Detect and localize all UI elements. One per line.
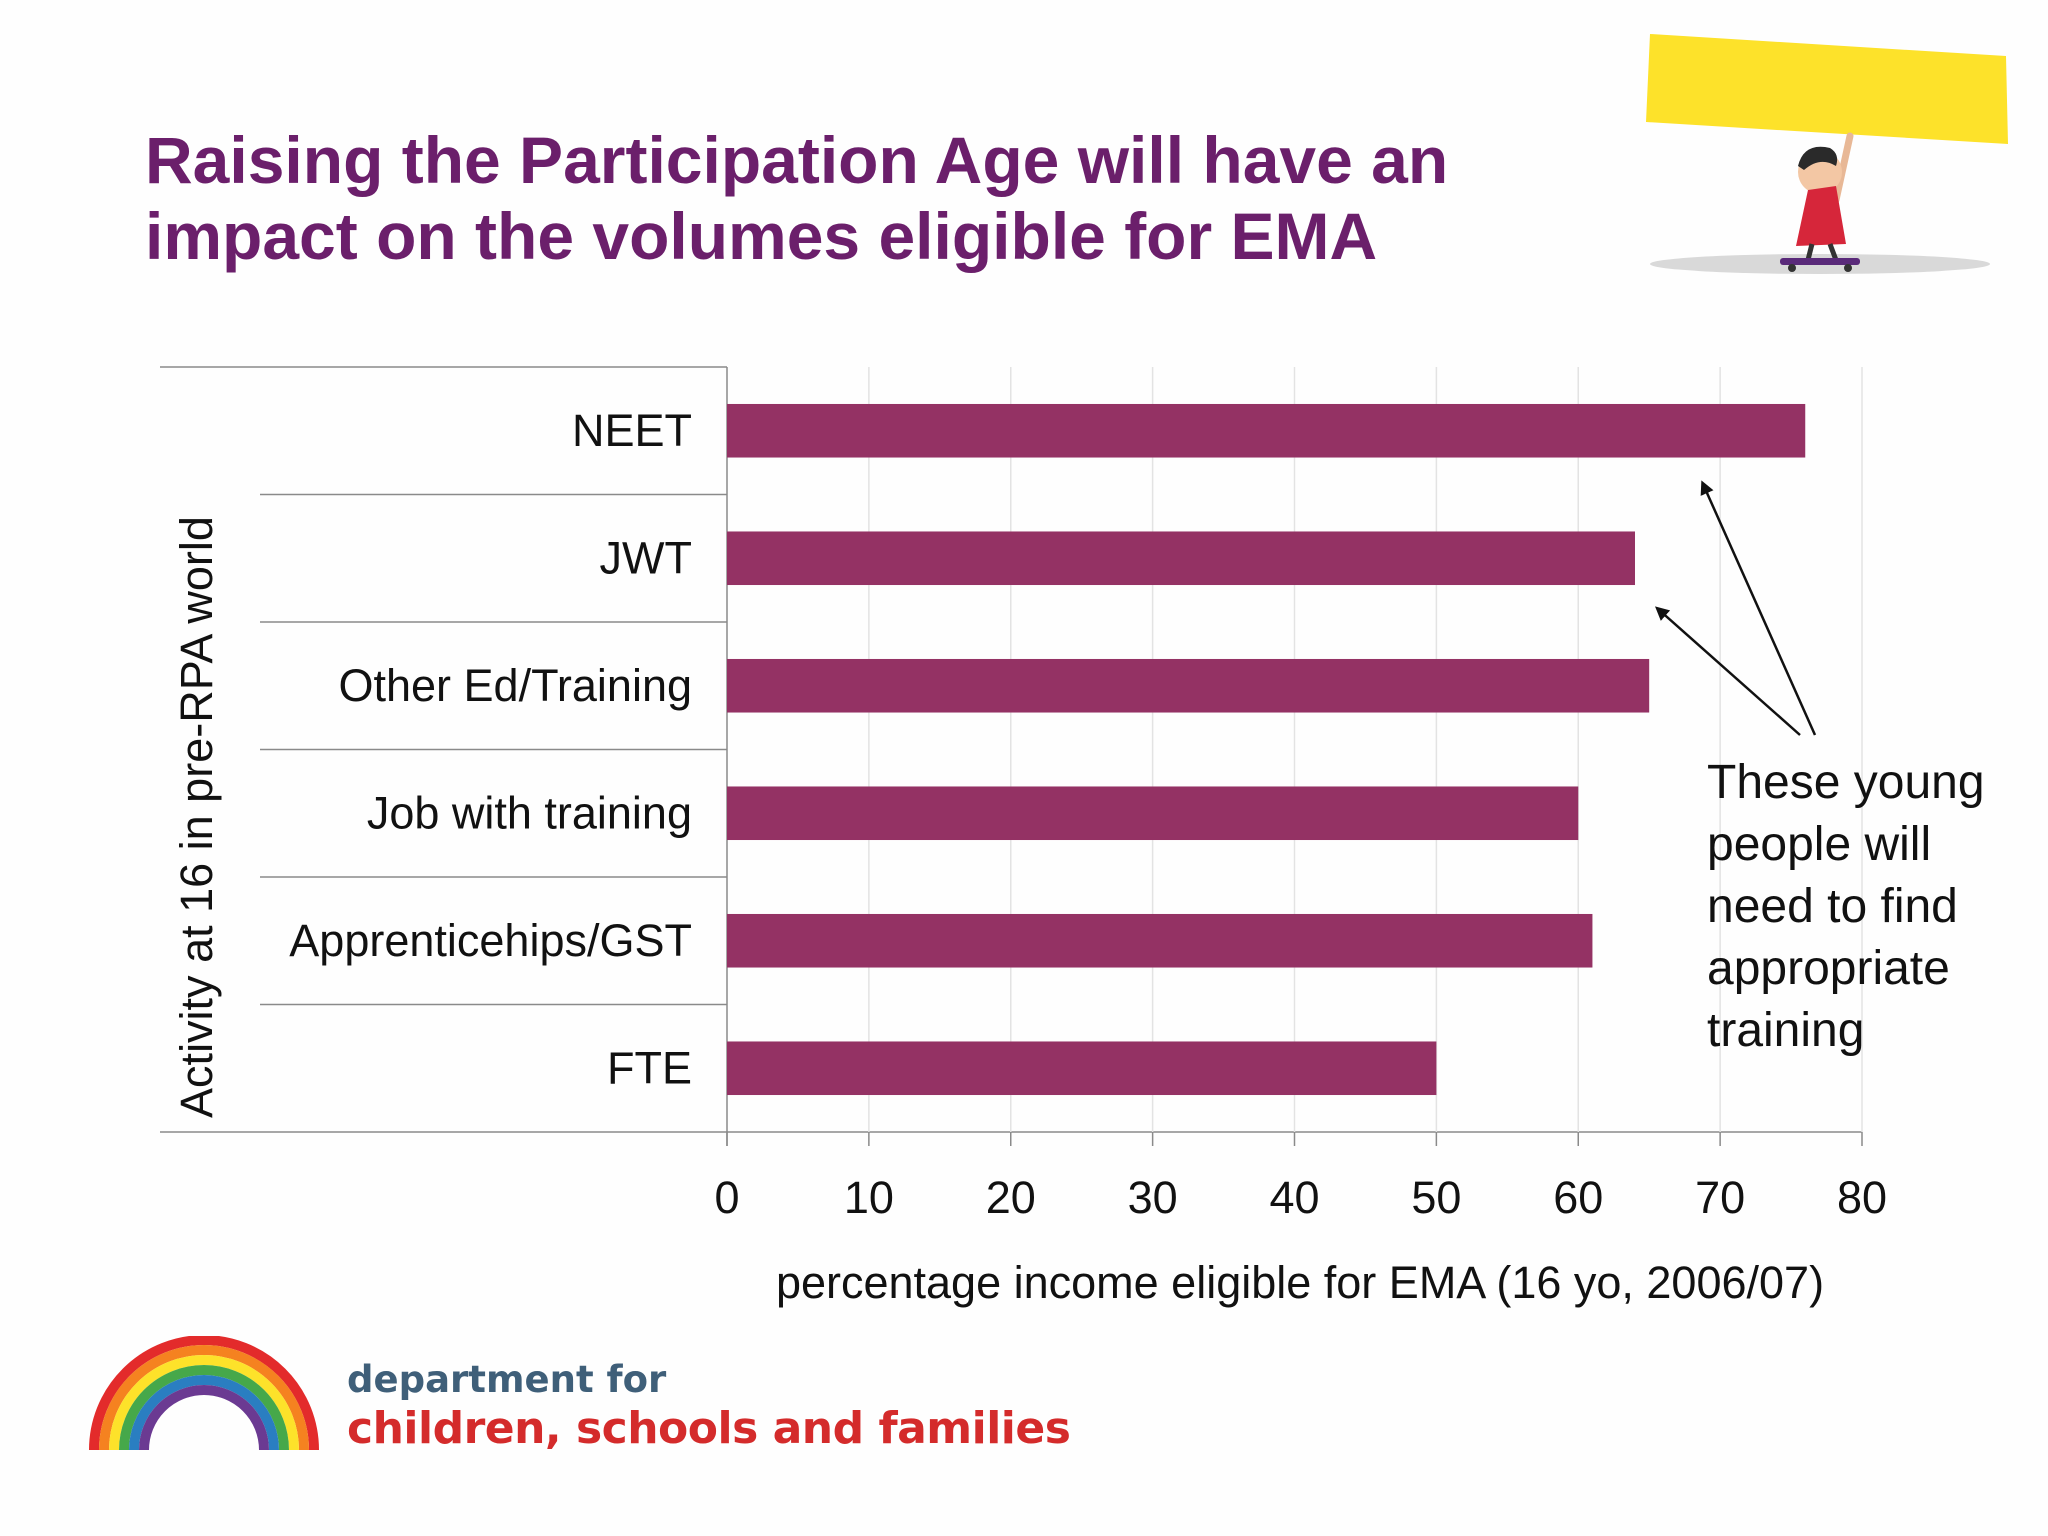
annotation-arrows [1655, 480, 1817, 736]
category-label: NEET [572, 405, 692, 456]
category-label: Other Ed/Training [339, 660, 693, 711]
arrow-to-neet [1700, 480, 1817, 736]
x-tick-label: 80 [1837, 1172, 1887, 1223]
skateboard-wheel-right [1844, 264, 1852, 272]
rainbow-logo [89, 1336, 319, 1451]
annotation-line: training [1707, 1004, 1865, 1057]
category-labels: NEET JWT Other Ed/Training Job with trainin… [289, 405, 692, 1094]
rainbow-arc-blue [129, 1375, 279, 1451]
title-line-1: Raising the Participation Age will have … [145, 123, 1449, 197]
mascot-leg-right [1827, 243, 1839, 261]
x-axis-title: percentage income eligible for EMA (16 y… [776, 1257, 1824, 1308]
x-tick-label: 30 [1128, 1172, 1178, 1223]
rainbow-arc-yellow [109, 1355, 299, 1451]
category-label: FTE [607, 1042, 692, 1093]
annotation-line: people will [1707, 818, 1932, 871]
title-line-2: impact on the volumes eligible for EMA [145, 199, 1378, 273]
logo-line-2: children, schools and families [347, 1403, 1071, 1454]
x-tick-labels: 0 10 20 30 40 50 60 70 80 [714, 1172, 1887, 1223]
yellow-banner [1646, 34, 2008, 144]
category-label: JWT [600, 532, 692, 583]
x-tick-label: 10 [844, 1172, 894, 1223]
y-axis-title: Activity at 16 in pre-RPA world [171, 516, 222, 1118]
bar [727, 531, 1635, 586]
chart-gridlines [726, 367, 1863, 1146]
rainbow-arc-orange [99, 1345, 309, 1451]
bar [727, 1041, 1437, 1096]
annotation-line: need to find [1707, 880, 1958, 933]
rainbow-arc-purple [139, 1385, 269, 1451]
bar [727, 786, 1579, 841]
annotation-line: appropriate [1707, 942, 1950, 995]
mascot-leg-left [1805, 243, 1815, 261]
mascot-arm [1832, 132, 1854, 204]
skateboard [1780, 258, 1860, 265]
chart-bars [727, 403, 1806, 1096]
bar [727, 658, 1650, 713]
mascot-hair [1798, 146, 1838, 170]
department-logo-text: department for children, schools and fam… [347, 1358, 1071, 1456]
rainbow-arc-red [89, 1336, 319, 1451]
category-label: Apprenticehips/GST [289, 915, 692, 966]
mascot-dress [1796, 186, 1846, 246]
mascot-illustration [1646, 34, 2008, 274]
skateboard-wheel-left [1788, 264, 1796, 272]
arrow-to-jwt [1655, 606, 1801, 736]
x-tick-label: 20 [986, 1172, 1036, 1223]
x-tick-label: 0 [714, 1172, 739, 1223]
bar [727, 403, 1806, 458]
slide-title: Raising the Participation Age will have … [145, 122, 1595, 274]
x-tick-label: 70 [1695, 1172, 1745, 1223]
logo-line-1: department for [347, 1358, 667, 1401]
annotation-line: These young [1707, 756, 1985, 809]
x-tick-label: 40 [1269, 1172, 1319, 1223]
x-tick-label: 50 [1411, 1172, 1461, 1223]
bar [727, 913, 1593, 968]
bar-chart: NEET JWT Other Ed/Training Job with trainin… [160, 366, 1887, 1308]
rainbow-arc-green [119, 1365, 289, 1451]
x-tick-label: 60 [1553, 1172, 1603, 1223]
category-label: Job with training [367, 787, 692, 838]
annotation-text: These young people will need to find approp… [1707, 752, 2027, 1062]
